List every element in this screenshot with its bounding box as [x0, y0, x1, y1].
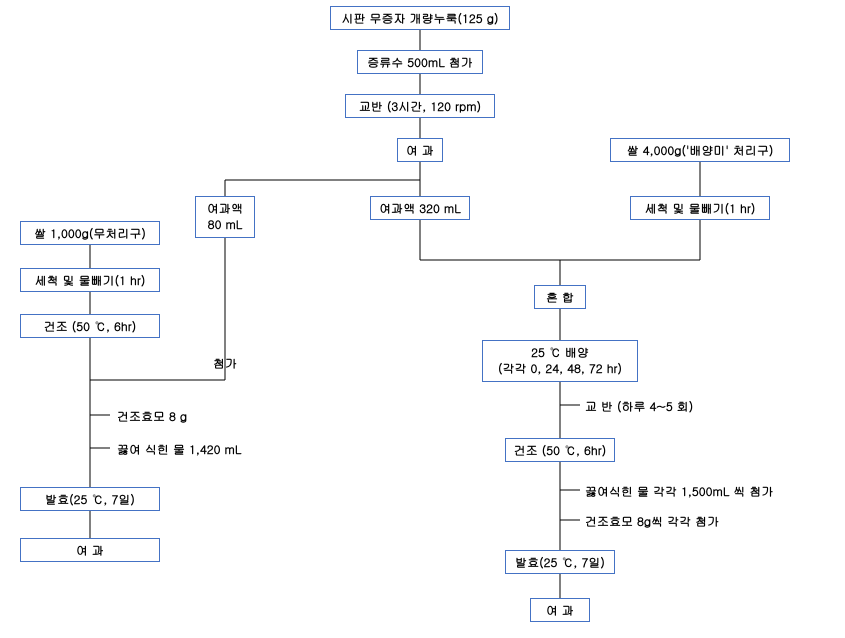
node-mix: 혼 합: [534, 285, 586, 309]
node-wash-left: 세척 및 물빼기(1 hr): [20, 268, 160, 292]
node-stir: 교반 (3시간, 120 rpm): [345, 94, 495, 118]
filtrate-80-line1: 여과액: [207, 200, 243, 217]
label-yeast-left: 건조효모 8 g: [117, 408, 187, 425]
label-boiled-water-left: 끓여 식힌 물 1,420 mL: [117, 441, 241, 458]
node-filtrate-320: 여과액 320 mL: [370, 196, 470, 220]
node-filter-left: 여 과: [20, 538, 160, 562]
node-filtrate-80: 여과액 80 mL: [195, 196, 255, 238]
node-filter: 여 과: [397, 138, 443, 162]
filtrate-80-line2: 80 mL: [208, 216, 243, 233]
node-dry-right: 건조 (50 ℃, 6hr): [505, 438, 615, 462]
node-wash-right: 세척 및 물빼기(1 hr): [630, 196, 770, 220]
node-incubate: 25 ℃ 배양 (각각 0, 24, 48, 72 hr): [482, 340, 638, 382]
label-stirring-daily: 교 반 (하루 4~5 회): [585, 398, 693, 415]
node-ferment-left: 발효(25 ℃, 7일): [20, 487, 160, 511]
label-yeast-right: 건조효모 8g씩 각각 첨가: [585, 513, 719, 530]
node-dry-left: 건조 (50 ℃, 6hr): [20, 314, 160, 338]
node-nuruk: 시판 무증자 개량누룩(125 g): [330, 6, 510, 30]
node-rice-4000: 쌀 4,000g('배양미' 처리구): [610, 138, 790, 162]
node-rice-1000: 쌀 1,000g(무처리구): [20, 221, 160, 245]
node-water-add: 증류수 500mL 첨가: [357, 50, 483, 74]
label-add: 첨가: [213, 355, 237, 372]
label-boiled-water-right: 끓여식힌 물 각각 1,500mL 씩 첨가: [585, 483, 773, 500]
node-filter-right: 여 과: [530, 598, 590, 622]
node-ferment-right: 발효(25 ℃, 7일): [505, 550, 615, 574]
